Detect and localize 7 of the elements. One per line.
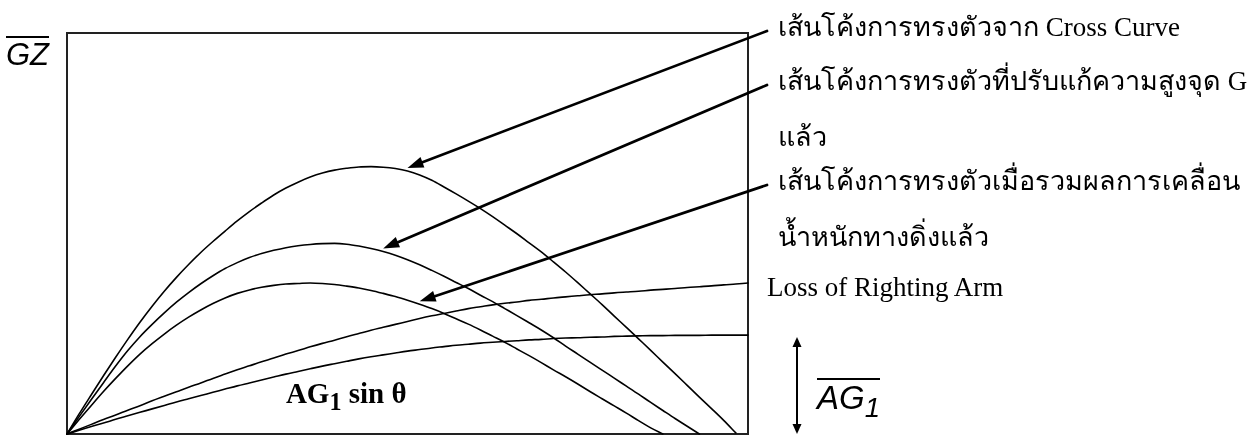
series-label: Loss of Righting Arm [767, 270, 1004, 303]
text: เส้นโค้งการทรงตัวที่ปรับแก้ความสูงจุด G แล้ว [778, 61, 1249, 154]
text: เส้นโค้งการทรงตัวจาก Cross Curve [778, 11, 1181, 44]
text: AG$_{1}$ [817, 377, 880, 426]
series-label: AG$_{1}$ sin θ [285, 377, 407, 417]
y-axis-title: GZ [6, 36, 50, 72]
text: เส้นโค้งการทรงตัวเมื่อรวมผลการเคลื่อนน้ำหนักทางดิ่งแล้ว [778, 161, 1241, 254]
